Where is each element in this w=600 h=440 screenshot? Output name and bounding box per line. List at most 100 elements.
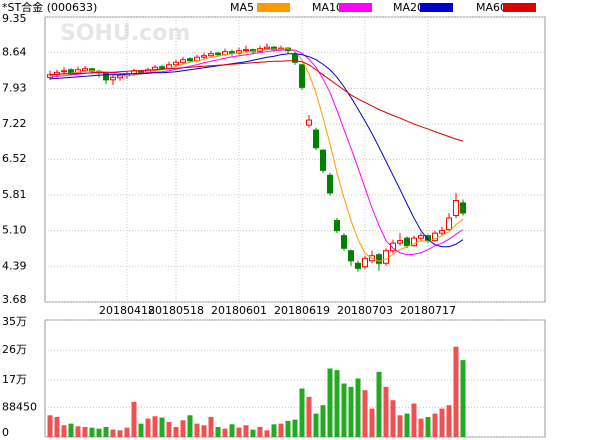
candle-body <box>383 250 389 264</box>
volume-bar <box>341 383 347 437</box>
volume-bar <box>425 416 431 437</box>
volume-tick-label: 26万 <box>2 343 27 356</box>
volume-bar <box>348 386 354 437</box>
ma-line <box>49 53 464 248</box>
volume-bar <box>306 396 312 437</box>
volume-bar <box>159 417 165 437</box>
y-tick-label: 7.93 <box>2 81 27 94</box>
volume-bar <box>166 421 172 437</box>
candle-body <box>327 174 333 194</box>
volume-bar <box>187 415 193 437</box>
candle-body <box>299 64 305 88</box>
volume-bar <box>418 418 424 437</box>
volume-bar <box>124 427 130 437</box>
y-tick-label: 5.10 <box>2 224 27 237</box>
candle-body <box>460 202 466 214</box>
volume-bar <box>96 428 102 437</box>
volume-bar <box>446 405 452 437</box>
volume-bar <box>110 429 116 437</box>
volume-bar <box>278 423 284 437</box>
volume-bar <box>194 423 200 437</box>
candle-body <box>355 262 361 269</box>
candle-body <box>271 46 277 51</box>
volume-bar <box>362 390 368 437</box>
volume-bar <box>201 425 207 437</box>
y-tick-label: 7.22 <box>2 117 27 130</box>
ma-line <box>49 49 464 256</box>
candle-body <box>110 76 116 81</box>
volume-bar <box>369 408 375 437</box>
volume-bar <box>222 428 228 437</box>
volume-bar <box>320 405 326 437</box>
volume-tick-label: 0 <box>2 426 9 439</box>
volume-bar <box>131 401 137 437</box>
candle-body <box>292 54 298 63</box>
candle-body <box>159 66 165 69</box>
volume-bar <box>89 427 95 437</box>
ma-line <box>49 60 464 142</box>
candle-body <box>187 58 193 62</box>
candle-body <box>362 257 368 268</box>
legend-label: MA5 <box>230 1 254 14</box>
volume-bar <box>47 415 53 437</box>
candle-body <box>264 46 270 50</box>
volume-bar <box>390 400 396 437</box>
x-tick-label: 20180717 <box>400 304 456 317</box>
volume-bar <box>54 416 60 437</box>
candle-body <box>89 68 95 72</box>
candle-body <box>61 70 67 73</box>
y-tick-label: 5.81 <box>2 188 27 201</box>
candle-body <box>418 235 424 239</box>
volume-tick-label: 17万 <box>2 373 27 386</box>
volume-bar <box>404 413 410 437</box>
volume-bar <box>152 416 158 437</box>
y-tick-label: 3.68 <box>2 293 27 306</box>
volume-tick-label: 35万 <box>2 315 27 328</box>
legend-swatch <box>339 3 372 12</box>
candle-body <box>306 119 312 126</box>
candle-body <box>397 240 403 244</box>
volume-bar <box>180 420 186 437</box>
volume-bar <box>236 427 242 437</box>
volume-bar <box>285 420 291 437</box>
candle-body <box>201 55 207 58</box>
volume-bar <box>383 386 389 437</box>
volume-bar <box>145 418 151 437</box>
candle-body <box>320 149 326 171</box>
candle-body <box>446 217 452 231</box>
volume-bar <box>215 426 221 437</box>
candle-body <box>432 232 438 242</box>
legend-swatch <box>257 3 290 12</box>
volume-bar <box>103 426 109 437</box>
volume-bar <box>327 368 333 437</box>
candle-body <box>439 230 445 234</box>
volume-bar <box>376 371 382 437</box>
candle-body <box>173 61 179 66</box>
legend-label: MA10 <box>312 1 343 14</box>
x-tick-label: 20180703 <box>337 304 393 317</box>
volume-bar <box>257 426 263 437</box>
volume-bar <box>117 430 123 437</box>
candle-body <box>376 254 382 264</box>
volume-bar <box>75 426 81 437</box>
volume-bar <box>460 360 466 437</box>
volume-bar <box>432 413 438 437</box>
candle-body <box>411 237 417 247</box>
candle-body <box>243 49 249 52</box>
volume-bar <box>355 378 361 437</box>
candle-body <box>348 250 354 262</box>
x-tick-label: 20180619 <box>274 304 330 317</box>
legend-swatch <box>420 3 453 12</box>
candle-body <box>117 75 123 79</box>
candle-body <box>82 68 88 72</box>
volume-bar <box>411 403 417 437</box>
volume-bar <box>138 423 144 437</box>
ma-line <box>49 48 464 262</box>
candle-body <box>404 237 410 247</box>
y-tick-label: 8.64 <box>2 46 27 59</box>
volume-bar <box>68 423 74 437</box>
y-tick-label: 6.52 <box>2 152 27 165</box>
y-tick-label: 4.39 <box>2 259 27 272</box>
x-tick-label: 20180601 <box>211 304 267 317</box>
